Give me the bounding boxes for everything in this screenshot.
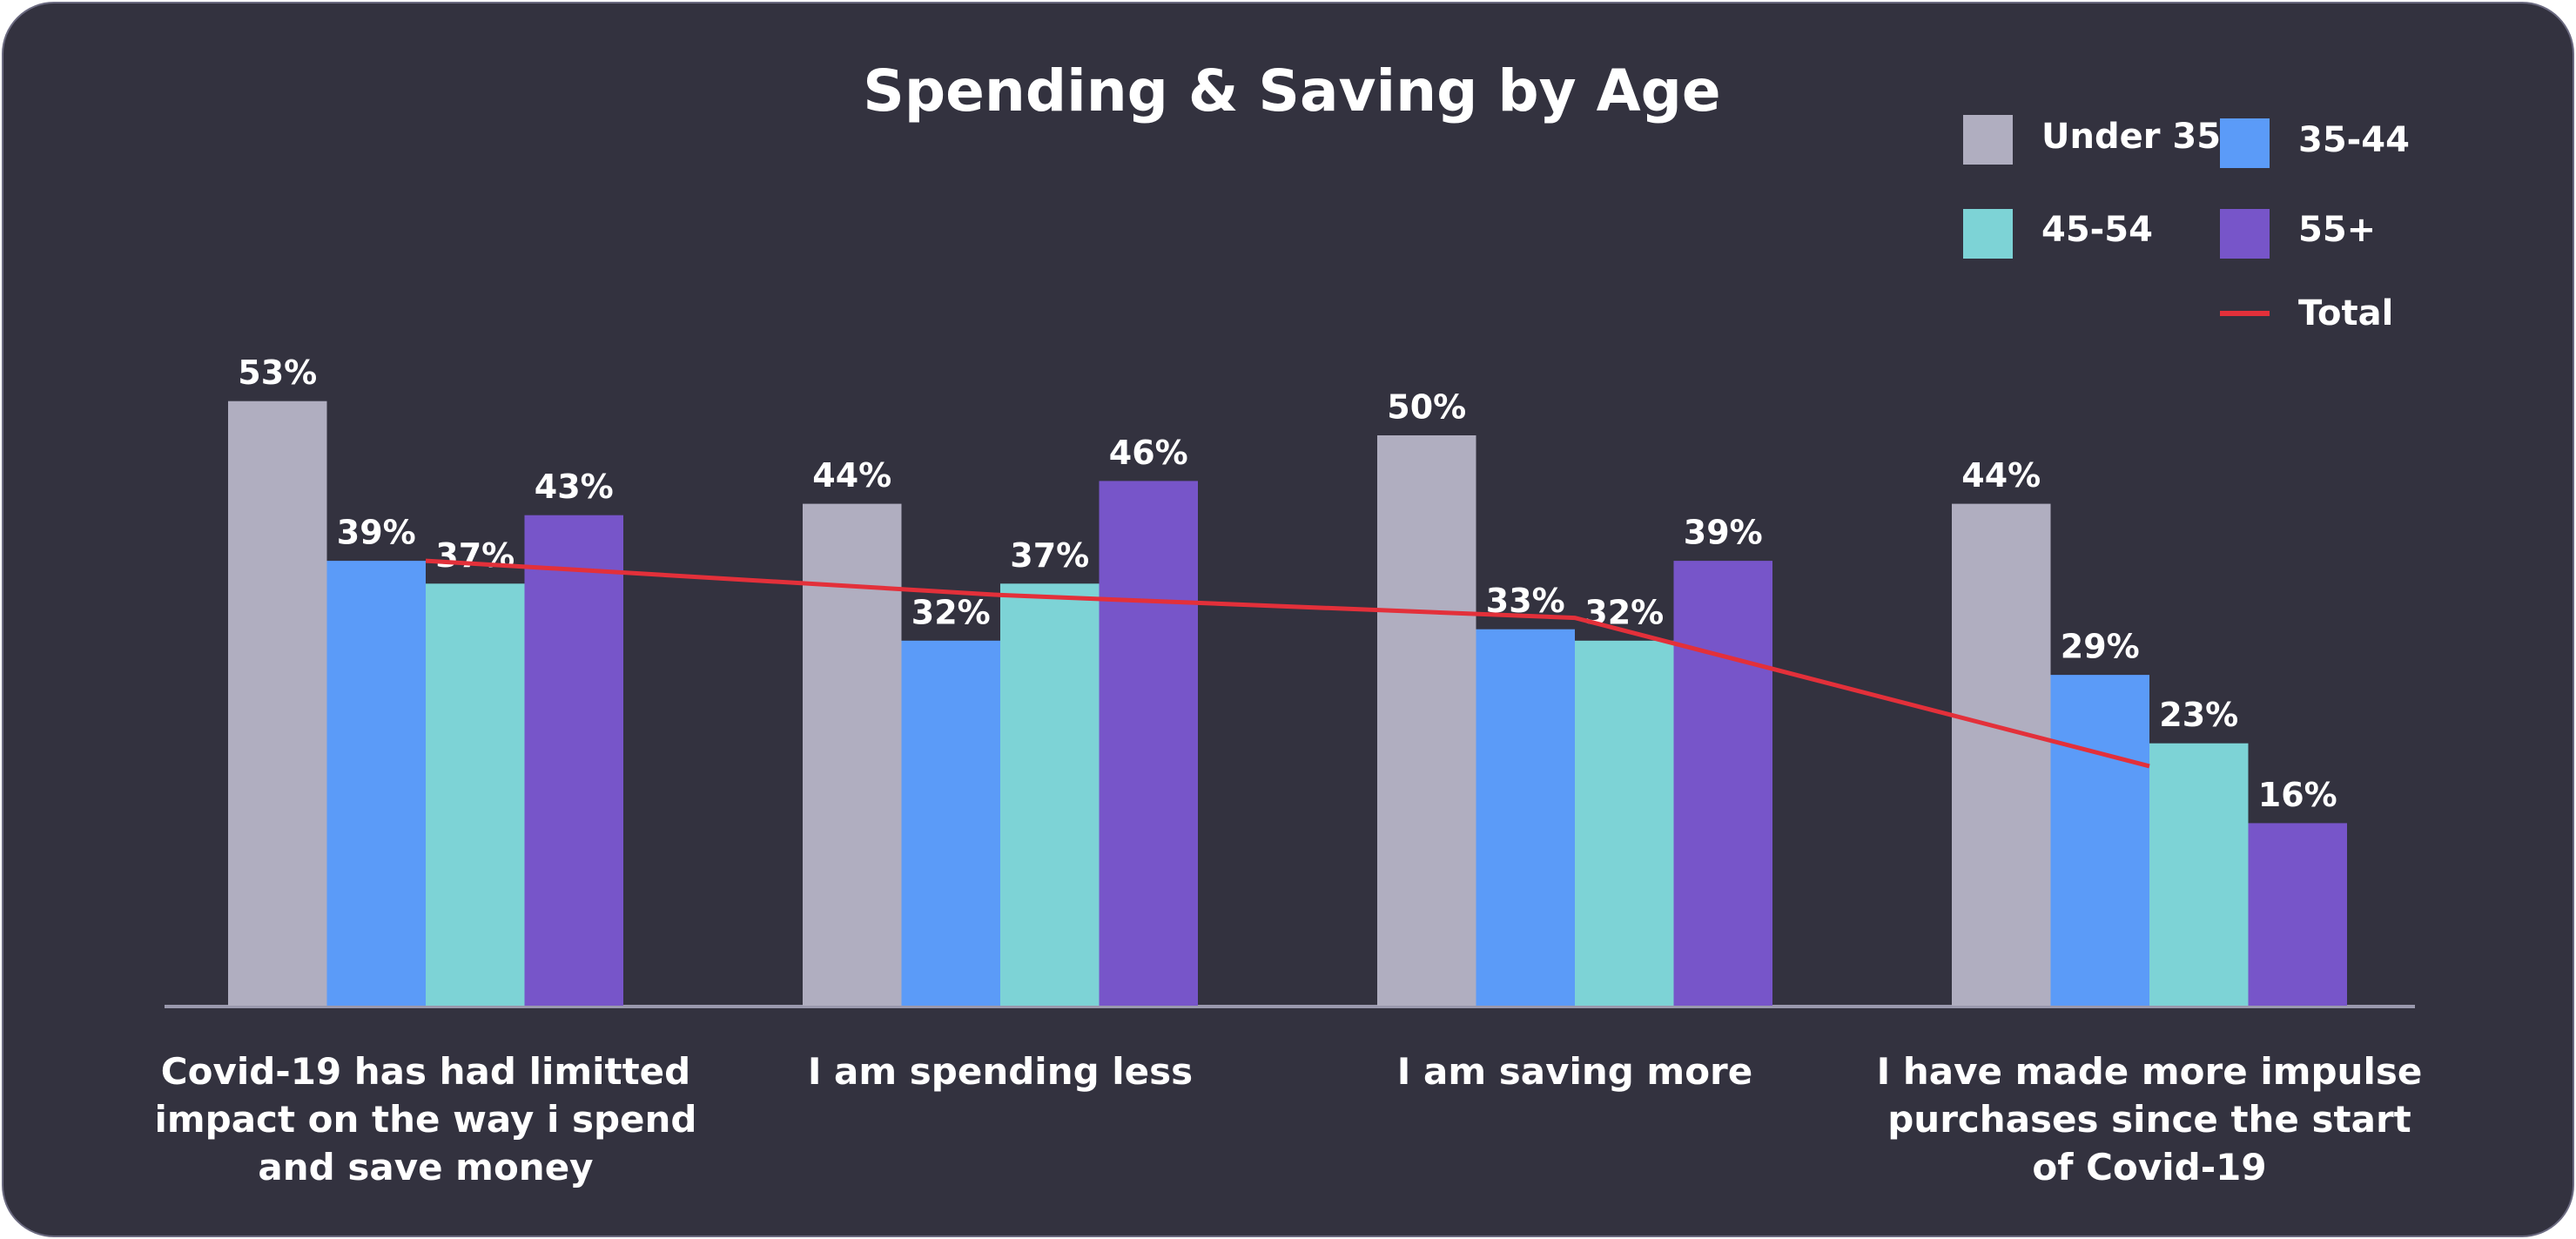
bar	[901, 640, 1000, 1006]
bar	[1099, 481, 1198, 1006]
legend-label: Total	[2298, 293, 2393, 333]
x-tick-label: I have made more impulse purchases since…	[1876, 1050, 2423, 1188]
bar	[524, 515, 623, 1006]
legend-swatch	[1963, 115, 2013, 165]
bar	[326, 561, 426, 1006]
value-label: 16%	[2258, 776, 2337, 814]
legend-label: 35-44	[2298, 120, 2410, 160]
value-label: 46%	[1109, 434, 1188, 472]
legend-swatch	[2220, 118, 2270, 168]
value-label: 23%	[2159, 696, 2238, 734]
value-label: 37%	[1010, 536, 1089, 575]
bar	[228, 401, 327, 1006]
value-label: 44%	[812, 456, 891, 495]
bar	[1000, 583, 1100, 1006]
x-tick-label: I am spending less	[807, 1050, 1194, 1093]
value-label: 39%	[337, 514, 416, 552]
legend-label: 55+	[2298, 210, 2376, 250]
chart-title: Spending & Saving by Age	[863, 57, 1720, 125]
x-tick-label: I am saving more	[1396, 1050, 1753, 1093]
x-tick-label: Covid-19 has had limitted impact on the …	[154, 1050, 697, 1188]
legend-swatch	[2220, 209, 2270, 259]
value-label: 44%	[1961, 456, 2041, 495]
bar	[2149, 743, 2249, 1006]
total-line	[425, 558, 2150, 769]
bar	[803, 503, 902, 1006]
bar	[1476, 629, 1575, 1006]
value-label: 37%	[435, 536, 515, 575]
bar	[1575, 640, 1674, 1006]
bar	[2050, 675, 2149, 1006]
bar	[1952, 503, 2051, 1006]
legend-label: Under 35	[2041, 117, 2221, 157]
legend-swatch	[1963, 209, 2013, 259]
value-label: 50%	[1387, 388, 1466, 427]
bar	[426, 583, 525, 1006]
value-label: 29%	[2061, 628, 2140, 666]
value-label: 43%	[535, 468, 614, 506]
value-label: 53%	[238, 354, 317, 392]
value-label: 32%	[1584, 593, 1664, 631]
legend-label: 45-54	[2041, 210, 2153, 250]
bar	[2248, 823, 2347, 1006]
bar	[1673, 561, 1772, 1006]
bar	[1377, 435, 1476, 1006]
value-label: 39%	[1684, 514, 1763, 552]
value-label: 32%	[911, 593, 991, 631]
